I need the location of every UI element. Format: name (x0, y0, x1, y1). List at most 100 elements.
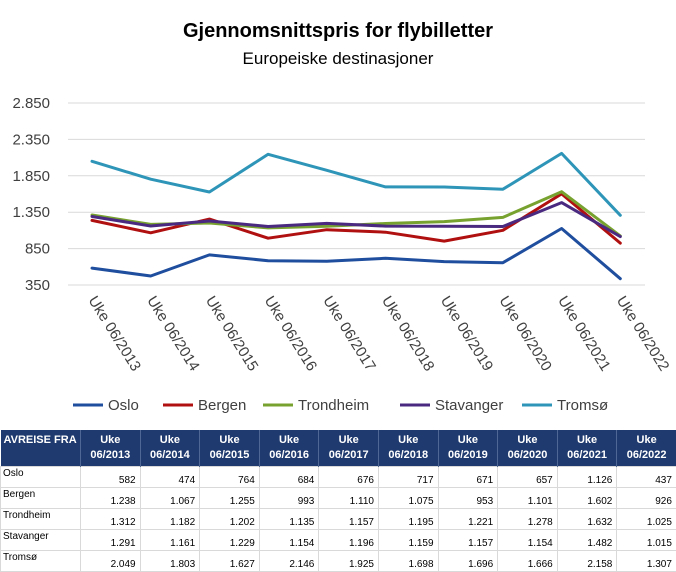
table-cell-trondheim-8: 1.278 (498, 509, 558, 530)
table-cell-stavanger-9: 1.482 (557, 530, 617, 551)
table-cell-stavanger-2: 1.161 (140, 530, 200, 551)
table-row-label: Tromsø (1, 551, 81, 572)
y-tick-label-2350: 2.350 (12, 131, 50, 148)
table-row-label: Oslo (1, 467, 81, 488)
table-cell-trondheim-7: 1.221 (438, 509, 498, 530)
y-tick-label-1350: 1.350 (12, 204, 50, 221)
y-tick-label-850: 850 (25, 241, 50, 258)
table-cell-tromso-4: 2.146 (259, 551, 319, 572)
line-oslo (92, 229, 620, 279)
legend-item-oslo: Oslo (73, 397, 139, 414)
table-header-5: Uke 06/2017 (319, 430, 379, 467)
table-cell-stavanger-5: 1.196 (319, 530, 379, 551)
table-cell-trondheim-6: 1.195 (378, 509, 438, 530)
table-header-7: Uke 06/2019 (438, 430, 498, 467)
table-cell-tromso-2: 1.803 (140, 551, 200, 572)
legend-item-bergen: Bergen (163, 397, 246, 414)
table-row-label: Trondheim (1, 509, 81, 530)
table-cell-bergen-4: 993 (259, 488, 319, 509)
table-header-1: Uke 06/2013 (81, 430, 141, 467)
legend-label-stavanger: Stavanger (435, 397, 503, 414)
table-cell-bergen-1: 1.238 (81, 488, 141, 509)
table-header-9: Uke 06/2021 (557, 430, 617, 467)
legend-label-trondheim: Trondheim (298, 397, 369, 414)
table-cell-bergen-2: 1.067 (140, 488, 200, 509)
table-cell-oslo-3: 764 (200, 467, 260, 488)
x-tick-label-8: Uke 06/2020 (496, 293, 556, 374)
series-lines (92, 153, 620, 278)
table-header-label: Uke 06/2022 (627, 433, 667, 463)
table-row-label: Bergen (1, 488, 81, 509)
table-header-label: Uke 06/2015 (210, 433, 250, 463)
legend-label-tromso: Tromsø (557, 397, 608, 414)
table-header-3: Uke 06/2015 (200, 430, 260, 467)
table-cell-bergen-8: 1.101 (498, 488, 558, 509)
table-header-10: Uke 06/2022 (617, 430, 676, 467)
y-tick-label-1850: 1.850 (12, 168, 50, 185)
legend-item-tromso: Tromsø (522, 397, 608, 414)
table-cell-tromso-7: 1.696 (438, 551, 498, 572)
table-cell-stavanger-10: 1.015 (617, 530, 676, 551)
table-cell-tromso-10: 1.307 (617, 551, 676, 572)
table-cell-oslo-1: 582 (81, 467, 141, 488)
table-cell-tromso-5: 1.925 (319, 551, 379, 572)
legend-label-oslo: Oslo (108, 397, 139, 414)
table-cell-oslo-8: 657 (498, 467, 558, 488)
legend: Oslo Bergen Trondheim Stavanger Tromsø (73, 397, 608, 414)
table-cell-stavanger-8: 1.154 (498, 530, 558, 551)
x-tick-label-1: Uke 06/2013 (85, 293, 145, 374)
table-header-label: Uke 06/2017 (329, 433, 369, 463)
table-header-label: Uke 06/2021 (567, 433, 607, 463)
chart-subtitle: Europeiske destinasjoner (243, 49, 434, 68)
legend-item-stavanger: Stavanger (400, 397, 503, 414)
table-cell-tromso-3: 1.627 (200, 551, 260, 572)
x-tick-label-2: Uke 06/2014 (143, 293, 203, 374)
table-header-origin: AVREISE FRA (1, 430, 81, 467)
x-tick-label-10: Uke 06/2022 (613, 293, 673, 374)
table-cell-trondheim-9: 1.632 (557, 509, 617, 530)
table-cell-trondheim-4: 1.135 (259, 509, 319, 530)
table-header-4: Uke 06/2016 (259, 430, 319, 467)
x-tick-label-4: Uke 06/2016 (261, 293, 321, 374)
table-cell-trondheim-1: 1.312 (81, 509, 141, 530)
table-cell-bergen-9: 1.602 (557, 488, 617, 509)
table-cell-tromso-1: 2.049 (81, 551, 141, 572)
table-header-label: Uke 06/2014 (150, 433, 190, 463)
table-cell-oslo-9: 1.126 (557, 467, 617, 488)
table-cell-stavanger-6: 1.159 (378, 530, 438, 551)
table-cell-stavanger-4: 1.154 (259, 530, 319, 551)
line-chart: Gjennomsnittspris for flybilletter Europ… (0, 0, 676, 430)
x-tick-label-3: Uke 06/2015 (202, 293, 262, 374)
table-cell-trondheim-5: 1.157 (319, 509, 379, 530)
table-header-2: Uke 06/2014 (140, 430, 200, 467)
table-cell-bergen-3: 1.255 (200, 488, 260, 509)
table-cell-oslo-10: 437 (617, 467, 676, 488)
table-header-label: Uke 06/2016 (269, 433, 309, 463)
legend-label-bergen: Bergen (198, 397, 246, 414)
table-header-label: Uke 06/2019 (448, 433, 488, 463)
legend-item-trondheim: Trondheim (263, 397, 369, 414)
table-cell-trondheim-10: 1.025 (617, 509, 676, 530)
table-cell-bergen-5: 1.110 (319, 488, 379, 509)
table-cell-oslo-7: 671 (438, 467, 498, 488)
table-cell-bergen-7: 953 (438, 488, 498, 509)
table-header-label: Uke 06/2018 (388, 433, 428, 463)
x-tick-label-7: Uke 06/2019 (437, 293, 497, 374)
table-cell-stavanger-1: 1.291 (81, 530, 141, 551)
table-cell-oslo-6: 717 (378, 467, 438, 488)
table-header-label: Uke 06/2013 (90, 433, 130, 463)
data-table: AVREISE FRA Uke 06/2013 Uke 06/2014 Uke 06… (0, 430, 676, 572)
table-cell-tromso-9: 2.158 (557, 551, 617, 572)
table-header-8: Uke 06/2020 (498, 430, 558, 467)
table-cell-stavanger-3: 1.229 (200, 530, 260, 551)
table-cell-trondheim-3: 1.202 (200, 509, 260, 530)
chart-title: Gjennomsnittspris for flybilletter (183, 20, 493, 42)
table-cell-oslo-4: 684 (259, 467, 319, 488)
table-cell-oslo-2: 474 (140, 467, 200, 488)
